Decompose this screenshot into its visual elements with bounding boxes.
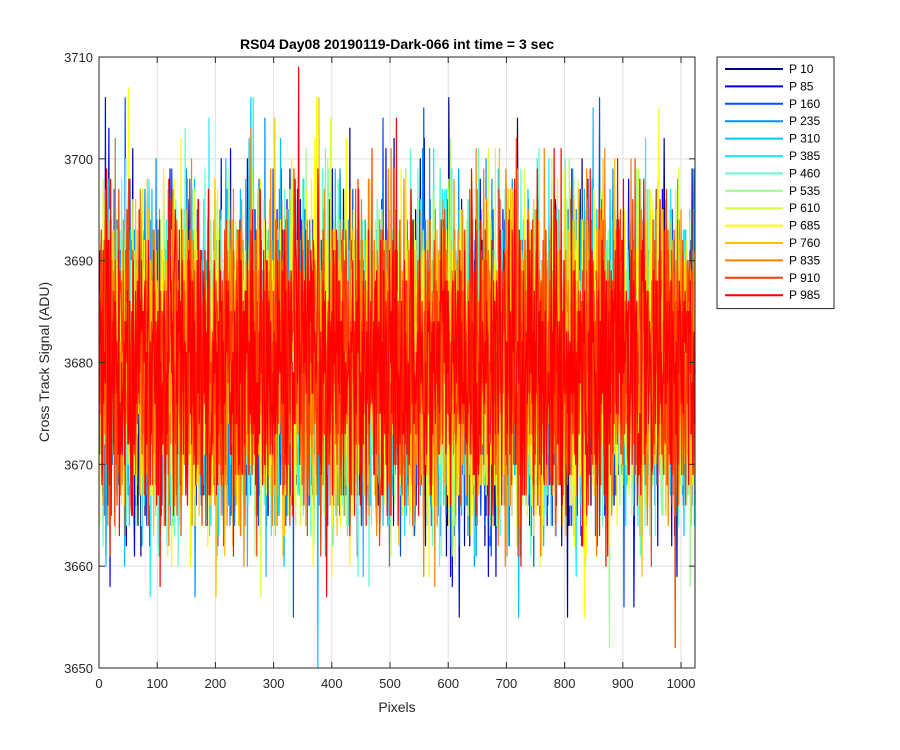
x-tick-label: 600 — [437, 676, 459, 691]
x-tick-label: 500 — [379, 676, 401, 691]
x-tick-label: 1000 — [667, 676, 696, 691]
legend-label: P 235 — [789, 114, 820, 128]
legend-label: P 910 — [789, 271, 820, 285]
series-line-p-985 — [98, 66, 696, 598]
x-tick-label: 800 — [554, 676, 576, 691]
y-tick-label: 3650 — [64, 661, 93, 676]
legend-label: P 10 — [789, 62, 814, 76]
legend-box — [716, 56, 835, 310]
x-tick-label: 900 — [612, 676, 634, 691]
x-tick-label: 200 — [205, 676, 227, 691]
legend: P 10 P 85 P 160 P 235 P 310 P 385 P 460 P 535 P … — [716, 56, 835, 310]
y-tick-label: 3670 — [64, 457, 93, 472]
legend-label: P 685 — [789, 219, 820, 233]
legend-label: P 985 — [789, 288, 820, 302]
x-tick-label: 300 — [263, 676, 285, 691]
x-axis-label: Pixels — [378, 699, 415, 715]
legend-label: P 610 — [789, 201, 820, 215]
x-tick-label: 100 — [146, 676, 168, 691]
y-tick-label: 3680 — [64, 356, 93, 371]
series-layer — [98, 66, 696, 669]
legend-label: P 85 — [789, 79, 814, 93]
chart-title: RS04 Day08 20190119-Dark-066 int time = … — [240, 36, 554, 52]
legend-label: P 310 — [789, 132, 820, 146]
y-axis-label: Cross Track Signal (ADU) — [36, 282, 52, 442]
legend-label: P 535 — [789, 184, 820, 198]
legend-label: P 460 — [789, 166, 820, 180]
y-tick-label: 3700 — [64, 152, 93, 167]
x-tick-label: 700 — [496, 676, 518, 691]
x-tick-label: 0 — [95, 676, 102, 691]
legend-label: P 160 — [789, 97, 820, 111]
legend-label: P 385 — [789, 149, 820, 163]
y-tick-label: 3710 — [64, 50, 93, 65]
legend-label: P 835 — [789, 253, 820, 267]
x-tick-label: 400 — [321, 676, 343, 691]
y-tick-label: 3660 — [64, 559, 93, 574]
legend-label: P 760 — [789, 236, 820, 250]
axis-ticks: 0 100 200 300 400 500 600 700 800 900 1000 3650 3660… — [64, 50, 695, 691]
y-tick-label: 3690 — [64, 254, 93, 269]
